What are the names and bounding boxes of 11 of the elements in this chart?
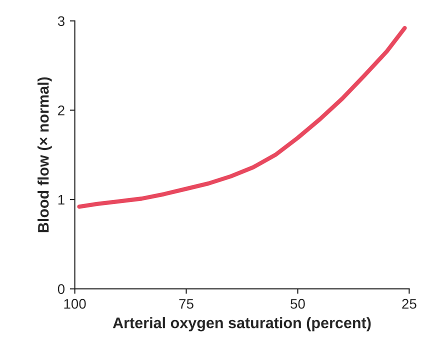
y-tick-label: 2: [58, 106, 64, 116]
x-axis-title: Arterial oxygen saturation (percent): [112, 317, 371, 332]
x-tick-label: 25: [402, 298, 416, 309]
x-tick-label: 50: [290, 298, 305, 309]
x-tick-label: 75: [179, 299, 194, 309]
y-tick-label: 0: [58, 284, 65, 294]
y-axis-title: Blood flow (× normal): [38, 77, 52, 232]
line-series: [77, 26, 407, 209]
x-tick-label: 100: [64, 298, 86, 309]
y-tick-label: 3: [58, 16, 64, 26]
y-tick-label: 1: [58, 194, 64, 205]
